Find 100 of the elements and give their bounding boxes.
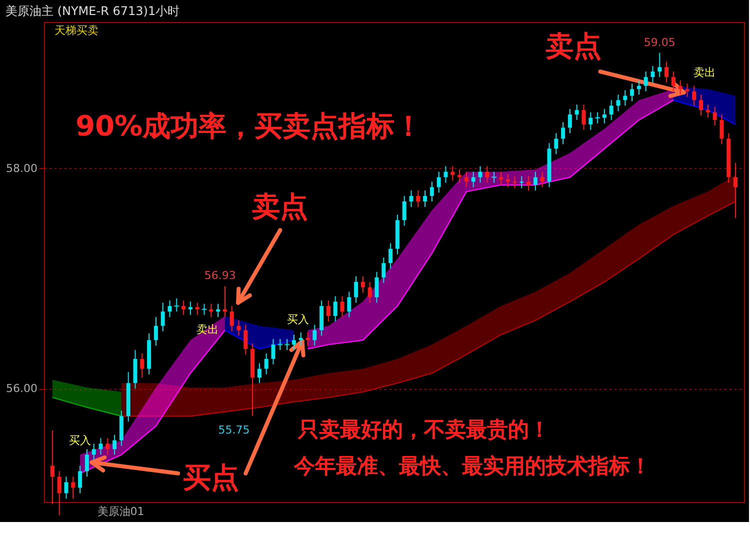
candlestick <box>720 114 724 145</box>
candlestick <box>602 108 606 124</box>
candlestick <box>595 112 600 124</box>
candlestick <box>561 122 566 145</box>
candlestick <box>98 438 103 456</box>
candlestick <box>154 316 158 346</box>
candlestick <box>182 300 186 316</box>
candlestick <box>168 300 172 318</box>
candlestick <box>284 338 290 351</box>
candlestick <box>188 301 192 316</box>
annotation: 55.75 <box>218 423 250 436</box>
candlestick <box>540 171 544 188</box>
candlestick <box>478 166 482 184</box>
candlestick <box>636 80 641 96</box>
candlestick <box>430 181 434 202</box>
candlestick <box>492 171 497 184</box>
annotation: 56.93 <box>204 269 236 282</box>
annotation: 卖出 <box>196 323 219 336</box>
candlestick <box>699 94 704 116</box>
candlestick <box>678 80 682 96</box>
candlestick <box>506 173 510 188</box>
candlestick <box>464 171 468 188</box>
candlestick <box>236 320 241 336</box>
candlestick <box>533 171 538 191</box>
candlestick <box>306 332 310 346</box>
chart-title: 美原油主 (NYME-R 6713)1小时 <box>6 4 180 18</box>
candlestick <box>278 338 283 351</box>
candlestick <box>685 83 690 98</box>
candlestick <box>588 112 593 130</box>
candlestick <box>402 195 406 226</box>
candlestick <box>347 291 352 318</box>
candlestick <box>368 281 372 304</box>
candlestick <box>692 85 696 106</box>
candlestick <box>216 303 220 318</box>
candlestick <box>92 443 96 461</box>
candlestick <box>292 334 296 351</box>
annotation: 90%成功率，买卖点指标！ <box>76 110 423 143</box>
candlestick <box>209 303 214 318</box>
candlestick <box>423 190 428 208</box>
text: 美原油01 <box>97 505 144 518</box>
candlestick <box>706 104 710 118</box>
candlestick <box>112 434 117 456</box>
candlestick <box>312 324 317 346</box>
candlestick <box>64 476 68 500</box>
candlestick <box>734 162 738 218</box>
candlestick <box>222 286 227 318</box>
candlestick <box>658 52 662 78</box>
candlestick <box>650 66 655 84</box>
candlestick <box>498 171 503 186</box>
annotation: 卖点 <box>252 190 308 224</box>
candlestick <box>160 302 165 332</box>
candlestick <box>471 171 476 188</box>
annotation: 59.05 <box>644 36 676 49</box>
candlestick <box>458 169 462 184</box>
candlestick <box>84 448 89 478</box>
candlestick <box>71 476 76 500</box>
candlestick <box>526 176 531 191</box>
candlestick <box>57 470 62 516</box>
candlestick <box>450 166 455 182</box>
candlestick <box>554 132 558 155</box>
candlestick <box>630 83 634 102</box>
candlestick <box>616 94 620 112</box>
annotation: 今年最准、最快、最实用的技术指标！ <box>292 454 651 478</box>
candlestick <box>195 302 200 316</box>
candlestick <box>244 324 248 355</box>
candlestick <box>360 276 365 294</box>
candlestick <box>174 298 180 312</box>
candlestick <box>326 300 330 322</box>
candlestick <box>409 190 414 208</box>
candlestick <box>230 306 234 332</box>
annotation: 卖点 <box>545 29 602 62</box>
candlestick <box>382 257 386 284</box>
candlestick <box>574 104 579 120</box>
candlestick <box>140 352 144 378</box>
candlestick <box>340 296 344 318</box>
annotation: 天梯买卖 <box>54 24 99 37</box>
candlestick <box>298 332 303 346</box>
candlestick <box>416 190 420 208</box>
annotation: 卖出 <box>694 66 716 80</box>
candlestick <box>623 90 628 106</box>
candlestick <box>264 352 268 375</box>
candlestick <box>609 100 614 120</box>
candlestick <box>485 166 490 184</box>
candlestick <box>50 430 54 505</box>
candlestick <box>671 71 676 92</box>
annotation: 只卖最好的，不卖最贵的！ <box>297 417 550 442</box>
candlestick <box>644 71 648 92</box>
annotation: 买入 <box>69 434 92 448</box>
y-tick-label: 56.00 <box>6 382 38 396</box>
candlestick <box>78 465 82 494</box>
candlestick <box>436 171 441 194</box>
candlestick <box>374 271 379 304</box>
candlestick <box>712 106 717 126</box>
candlestick <box>106 438 110 456</box>
candlestick <box>202 303 207 316</box>
candlestick <box>664 61 669 84</box>
candlestick <box>354 276 358 304</box>
y-tick-label: 58.00 <box>6 162 38 175</box>
candlestick <box>444 166 448 184</box>
annotation: 买点 <box>183 460 240 494</box>
